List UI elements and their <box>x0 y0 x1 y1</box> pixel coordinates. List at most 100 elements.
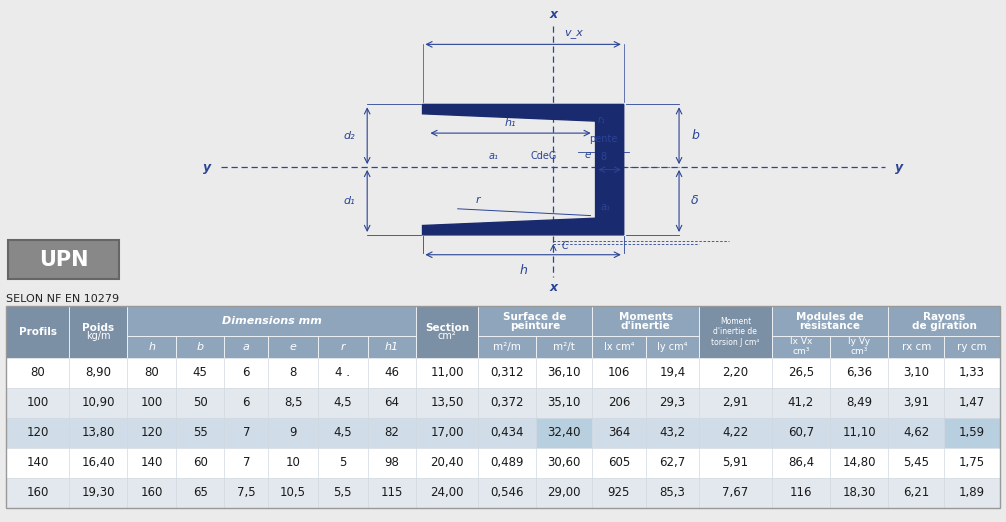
Bar <box>772 306 888 336</box>
Text: 8: 8 <box>601 152 607 162</box>
Bar <box>318 336 367 358</box>
Bar <box>888 358 945 388</box>
Bar <box>699 388 772 418</box>
Bar <box>416 306 478 358</box>
Bar <box>318 448 367 478</box>
Bar <box>699 478 772 508</box>
Text: de giration: de giration <box>911 321 977 331</box>
Bar <box>269 478 318 508</box>
Bar <box>128 418 176 448</box>
Bar <box>536 358 593 388</box>
Text: 0,312: 0,312 <box>491 366 524 379</box>
Bar <box>478 478 536 508</box>
Text: 10: 10 <box>286 456 301 469</box>
Text: 55: 55 <box>193 426 207 440</box>
Text: d'inertie: d'inertie <box>621 321 670 331</box>
Text: résistance: résistance <box>800 321 860 331</box>
Text: 120: 120 <box>26 426 48 440</box>
Text: e: e <box>290 342 297 352</box>
Bar <box>176 336 224 358</box>
Bar <box>646 336 699 358</box>
Bar <box>699 448 772 478</box>
Text: 4,5: 4,5 <box>333 426 352 440</box>
Text: 13,80: 13,80 <box>81 426 115 440</box>
Bar <box>830 418 888 448</box>
Bar <box>224 418 269 448</box>
Bar <box>69 388 128 418</box>
Text: 7,5: 7,5 <box>237 487 256 500</box>
Text: 140: 140 <box>141 456 163 469</box>
Text: Dimensions mm: Dimensions mm <box>222 316 322 326</box>
Text: 160: 160 <box>26 487 48 500</box>
Text: 80: 80 <box>144 366 159 379</box>
Text: Iy Vy
cm³: Iy Vy cm³ <box>848 337 870 357</box>
Text: kg/m: kg/m <box>86 331 111 341</box>
Text: 4,22: 4,22 <box>722 426 748 440</box>
Text: x: x <box>549 281 557 294</box>
Bar <box>416 448 478 478</box>
Text: 17,00: 17,00 <box>431 426 464 440</box>
Bar <box>593 306 699 336</box>
Text: r: r <box>476 195 480 205</box>
Text: C: C <box>561 241 568 252</box>
Text: 11,00: 11,00 <box>431 366 464 379</box>
Text: rx cm: rx cm <box>901 342 931 352</box>
Bar <box>176 448 224 478</box>
Bar <box>772 448 830 478</box>
Text: e: e <box>584 150 591 160</box>
Bar <box>772 388 830 418</box>
Text: h₁: h₁ <box>505 118 516 128</box>
Text: SELON NF EN 10279: SELON NF EN 10279 <box>6 294 119 304</box>
Text: 6: 6 <box>242 396 250 409</box>
Text: 7: 7 <box>242 426 250 440</box>
Text: δ: δ <box>691 195 699 207</box>
Text: 45: 45 <box>193 366 207 379</box>
Text: UPN: UPN <box>38 250 89 270</box>
Text: 0,372: 0,372 <box>491 396 524 409</box>
Bar <box>269 358 318 388</box>
Text: 5: 5 <box>339 456 346 469</box>
Text: 6,36: 6,36 <box>846 366 872 379</box>
Bar <box>830 478 888 508</box>
Text: Poids: Poids <box>82 323 115 333</box>
Bar <box>6 418 69 448</box>
Text: 3,91: 3,91 <box>903 396 930 409</box>
Text: 82: 82 <box>384 426 399 440</box>
Text: 0,546: 0,546 <box>491 487 524 500</box>
Text: a₁: a₁ <box>488 151 498 161</box>
Bar <box>318 418 367 448</box>
Bar <box>367 388 416 418</box>
Text: cm²: cm² <box>438 331 457 341</box>
Bar <box>536 418 593 448</box>
Text: 2,20: 2,20 <box>722 366 748 379</box>
Text: 605: 605 <box>608 456 630 469</box>
Bar <box>772 418 830 448</box>
Text: 4 .: 4 . <box>335 366 350 379</box>
Text: 1,75: 1,75 <box>959 456 985 469</box>
Text: Section: Section <box>426 323 469 333</box>
Bar <box>367 358 416 388</box>
Bar <box>6 306 69 358</box>
Bar <box>416 388 478 418</box>
Bar <box>593 336 646 358</box>
Text: 50: 50 <box>193 396 207 409</box>
Bar <box>224 358 269 388</box>
Bar <box>6 478 69 508</box>
Bar <box>224 448 269 478</box>
Bar <box>593 388 646 418</box>
Text: 30,60: 30,60 <box>547 456 581 469</box>
Bar <box>6 388 69 418</box>
Bar <box>176 478 224 508</box>
Bar <box>830 448 888 478</box>
Text: 19,4: 19,4 <box>659 366 685 379</box>
Bar <box>699 358 772 388</box>
Text: 364: 364 <box>608 426 630 440</box>
Bar <box>8 240 119 279</box>
Text: 13,50: 13,50 <box>431 396 464 409</box>
Text: 6: 6 <box>242 366 250 379</box>
Text: 5,91: 5,91 <box>722 456 748 469</box>
Text: a: a <box>242 342 249 352</box>
Bar <box>830 358 888 388</box>
Text: d₂: d₂ <box>343 130 355 141</box>
Text: r₁: r₁ <box>598 115 606 125</box>
